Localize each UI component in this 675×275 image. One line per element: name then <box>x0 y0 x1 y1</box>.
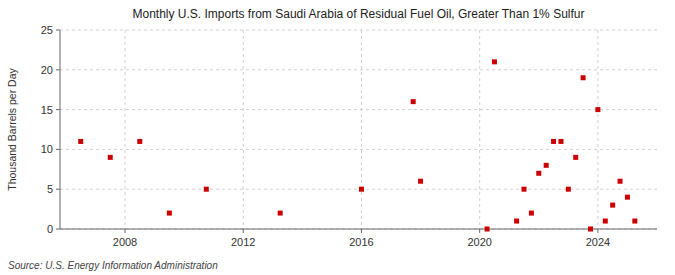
scatter-point <box>167 211 172 216</box>
scatter-point <box>536 171 541 176</box>
y-axis-label: Thousand Barrels per Day <box>6 67 18 190</box>
scatter-point <box>204 187 209 192</box>
title: Monthly U.S. Imports from Saudi Arabia o… <box>133 7 585 21</box>
scatter-point <box>610 203 615 208</box>
scatter-point <box>551 139 556 144</box>
y-tick-label: 0 <box>47 223 53 235</box>
source-note: Source: U.S. Energy Information Administ… <box>8 260 218 271</box>
scatter-point <box>573 155 578 160</box>
y-tick-label: 5 <box>47 183 53 195</box>
scatter-point <box>359 187 364 192</box>
y-grid-line <box>60 109 657 110</box>
y-tick <box>56 30 60 31</box>
x-axis-line <box>60 229 657 230</box>
scatter-point <box>137 139 142 144</box>
x-tick-label: 2020 <box>467 236 491 248</box>
y-grid-line <box>60 30 657 31</box>
y-axis-line <box>60 30 61 229</box>
y-tick <box>56 109 60 110</box>
scatter-point <box>522 187 527 192</box>
y-tick-label: 10 <box>41 143 53 155</box>
y-grid-line <box>60 229 657 230</box>
y-tick <box>56 229 60 230</box>
scatter-point <box>492 59 497 64</box>
scatter-point <box>529 211 534 216</box>
background <box>0 0 675 275</box>
x-grid-line <box>243 30 244 229</box>
scatter-point <box>632 219 637 224</box>
scatter-point <box>485 227 490 232</box>
x-tick <box>361 229 362 233</box>
scatter-point <box>78 139 83 144</box>
grid <box>60 30 657 229</box>
y-tick-label: 25 <box>41 24 53 36</box>
y-grid-line <box>60 69 657 70</box>
scatter-point <box>595 107 600 112</box>
x-tick <box>125 229 126 233</box>
scatter-point <box>581 75 586 80</box>
x-grid-line <box>597 30 598 229</box>
scatter-point <box>108 155 113 160</box>
scatter-point <box>618 179 623 184</box>
scatter-point <box>558 139 563 144</box>
scatter-point <box>625 195 630 200</box>
x-tick-label: 2012 <box>231 236 255 248</box>
scatter-point <box>514 219 519 224</box>
points <box>78 59 637 231</box>
scatter-point <box>588 227 593 232</box>
y-tick-label: 20 <box>41 64 53 76</box>
y-tick <box>56 69 60 70</box>
scatter-point <box>603 219 608 224</box>
x-grid-line <box>479 30 480 229</box>
scatter-point <box>278 211 283 216</box>
x-tick <box>243 229 244 233</box>
x-tick <box>597 229 598 233</box>
scatter-point <box>566 187 571 192</box>
scatter-point <box>544 163 549 168</box>
y-grid-line <box>60 149 657 150</box>
chart-svg: 0 5 10 15 20 25 2008 2012 2016 2020 2024 Monthly U.… <box>0 0 675 275</box>
scatter-point <box>411 99 416 104</box>
x-tick-label: 2008 <box>113 236 137 248</box>
chart-container: 0 5 10 15 20 25 2008 2012 2016 2020 2024 Monthly U.… <box>0 0 675 275</box>
x-grid-line <box>125 30 126 229</box>
scatter-point <box>418 179 423 184</box>
x-grid-line <box>361 30 362 229</box>
y-tick-label: 15 <box>41 104 53 116</box>
x-tick <box>479 229 480 233</box>
x-tick-label: 2024 <box>586 236 610 248</box>
y-tick <box>56 149 60 150</box>
x-tick-label: 2016 <box>349 236 373 248</box>
y-tick <box>56 189 60 190</box>
